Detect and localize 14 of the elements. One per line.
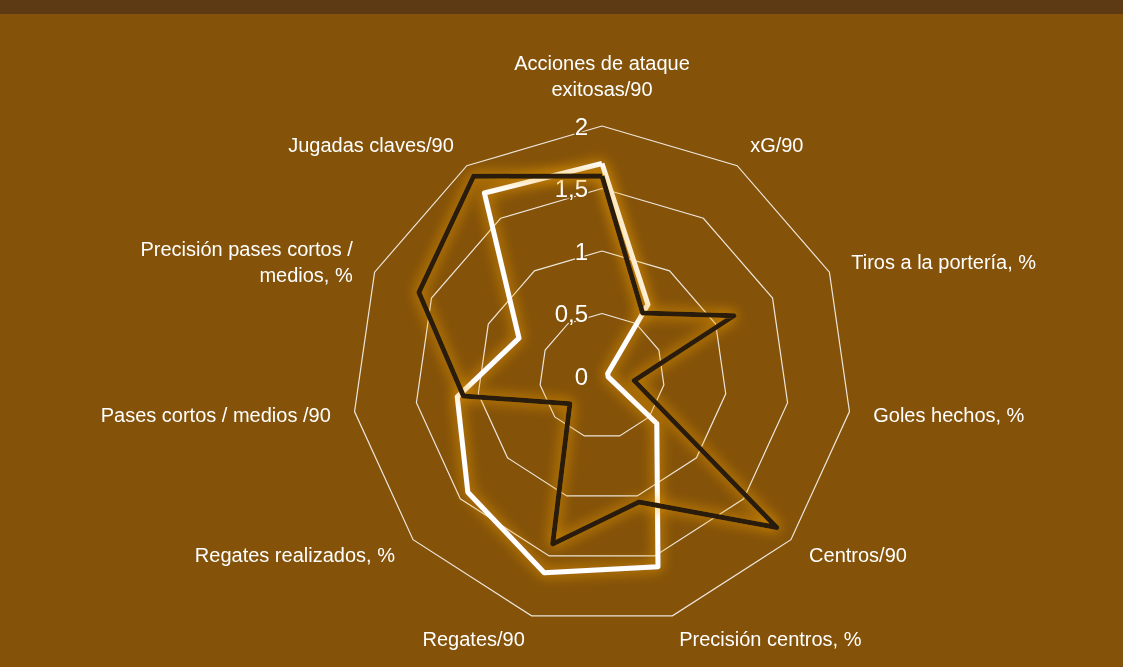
spoke-label: Regates/90: [422, 627, 525, 650]
spoke-label: Goles hechos, %: [873, 403, 1025, 426]
spoke-label: Precisión pases cortos / medios, %: [140, 238, 354, 287]
spoke-label: Regates realizados, %: [194, 544, 396, 567]
spoke-label: Precisión centros, %: [679, 627, 862, 650]
spoke-label: Tiros a la portería, %: [851, 251, 1037, 274]
spoke-label: Jugadas claves/90: [288, 134, 454, 157]
y-tick-label: 0,5: [554, 300, 588, 327]
y-tick-label: 1,5: [554, 175, 588, 202]
spoke-label: Centros/90: [809, 544, 907, 567]
spoke-label: Acciones de ataque exitosas/90: [514, 52, 690, 100]
y-tick-label: 0: [574, 362, 588, 390]
spoke-label: Pases cortos / medios /90: [100, 403, 331, 426]
spoke-label: xG/90: [750, 134, 804, 157]
